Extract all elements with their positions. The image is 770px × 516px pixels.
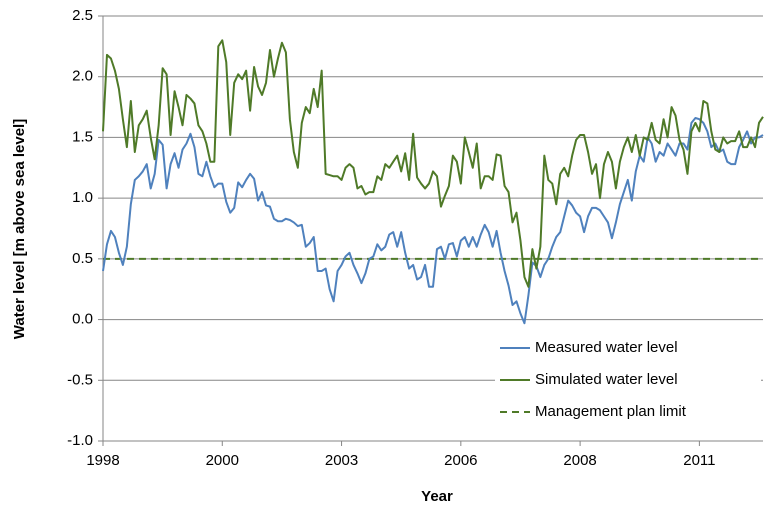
series-line [102,39,764,288]
x-tick-label: 2000 [206,452,239,469]
series-line [102,117,764,325]
y-tick-label: 2.0 [72,68,93,85]
y-tick-label: 1.0 [72,189,93,206]
y-axis-title: Water level [m above sea level] [11,119,28,339]
x-tick-label: 1998 [86,452,119,469]
legend-label: Simulated water level [535,371,678,388]
y-tick-label: 0.0 [72,311,93,328]
y-tick-label: 1.5 [72,128,93,145]
x-tick-label: 2003 [325,452,358,469]
x-axis-title: Year [421,488,453,505]
y-tick-label: 0.5 [72,250,93,267]
x-tick-label: 2011 [683,452,715,469]
legend-label: Measured water level [535,339,678,356]
legend-box [495,334,761,436]
x-tick-label: 2008 [563,452,596,469]
y-tick-label: -0.5 [67,371,93,388]
x-tick-label: 2006 [444,452,477,469]
y-tick-label: 2.5 [72,7,93,24]
legend-label: Management plan limit [535,403,687,420]
y-tick-label: -1.0 [67,432,93,449]
